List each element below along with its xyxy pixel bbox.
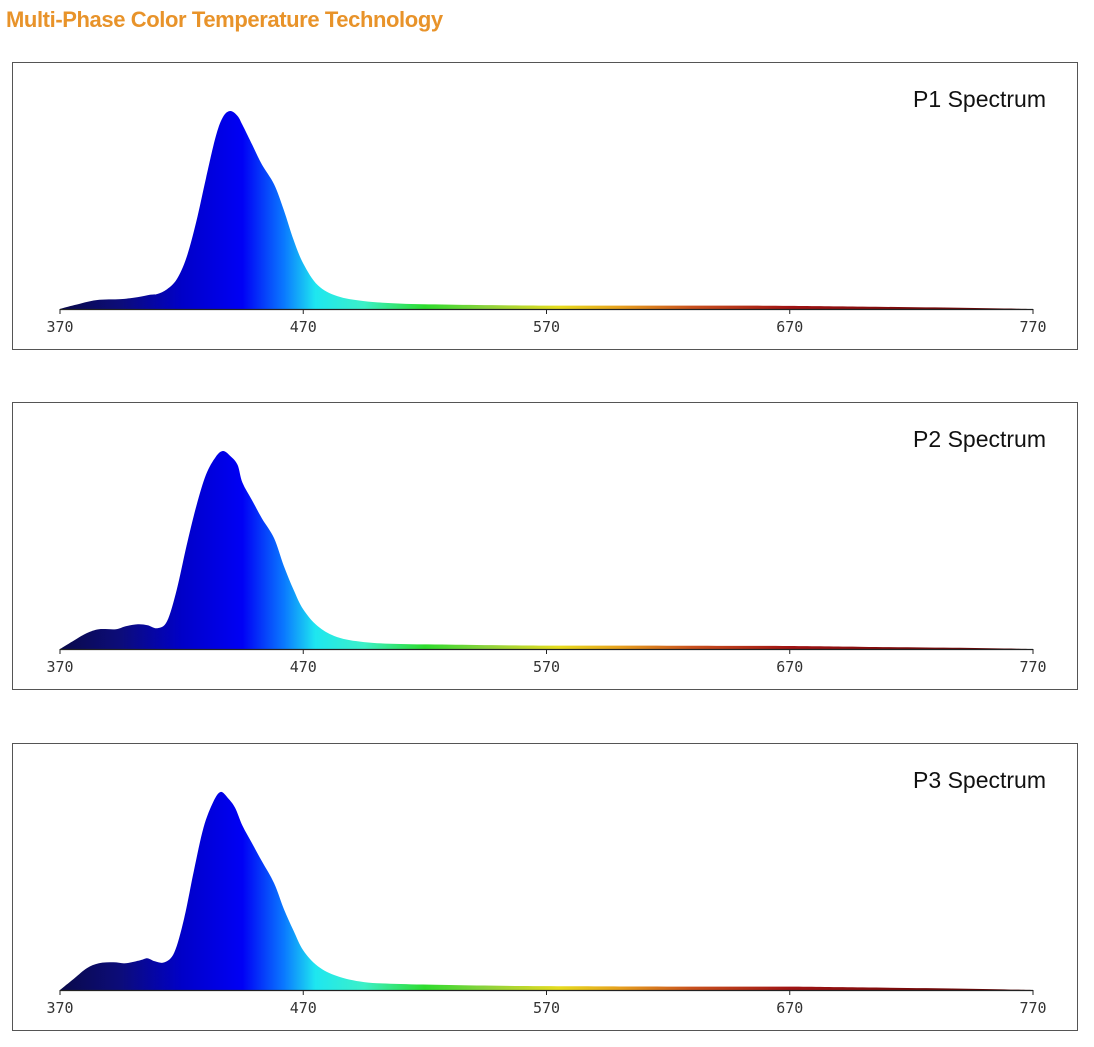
spectrum-area <box>60 791 1033 990</box>
x-tick-label: 370 <box>46 318 73 336</box>
x-tick-label: 470 <box>290 658 317 676</box>
x-tick-label: 670 <box>776 658 803 676</box>
x-tick-label: 370 <box>46 658 73 676</box>
chart-title: P2 Spectrum <box>913 426 1046 452</box>
x-tick-label: 670 <box>776 318 803 336</box>
page-title: Multi-Phase Color Temperature Technology <box>6 7 443 32</box>
spectrum-area <box>60 450 1033 649</box>
x-tick-label: 770 <box>1019 658 1046 676</box>
x-tick-label: 570 <box>533 658 560 676</box>
x-tick-label: 770 <box>1019 999 1046 1017</box>
spectrum-area <box>60 110 1033 309</box>
chart-title: P1 Spectrum <box>913 86 1046 112</box>
x-tick-label: 370 <box>46 999 73 1017</box>
x-tick-label: 470 <box>290 999 317 1017</box>
p2-spectrum-chart: 370 470 570 670 770 P2 Spectrum <box>46 426 1046 676</box>
x-tick-label: 470 <box>290 318 317 336</box>
x-tick-label: 770 <box>1019 318 1046 336</box>
p3-spectrum-chart: 370 470 570 670 770 P3 Spectrum <box>46 767 1046 1017</box>
p3-spectrum-panel: 370 470 570 670 770 P3 Spectrum <box>12 743 1078 1031</box>
p1-spectrum-panel: 370 470 570 670 770 P1 Spectrum <box>12 62 1078 350</box>
x-tick-label: 670 <box>776 999 803 1017</box>
p2-spectrum-panel: 370 470 570 670 770 P2 Spectrum <box>12 402 1078 690</box>
x-tick-label: 570 <box>533 999 560 1017</box>
p1-spectrum-chart: 370 470 570 670 770 P1 Spectrum <box>46 86 1046 336</box>
chart-title: P3 Spectrum <box>913 767 1046 793</box>
x-tick-label: 570 <box>533 318 560 336</box>
